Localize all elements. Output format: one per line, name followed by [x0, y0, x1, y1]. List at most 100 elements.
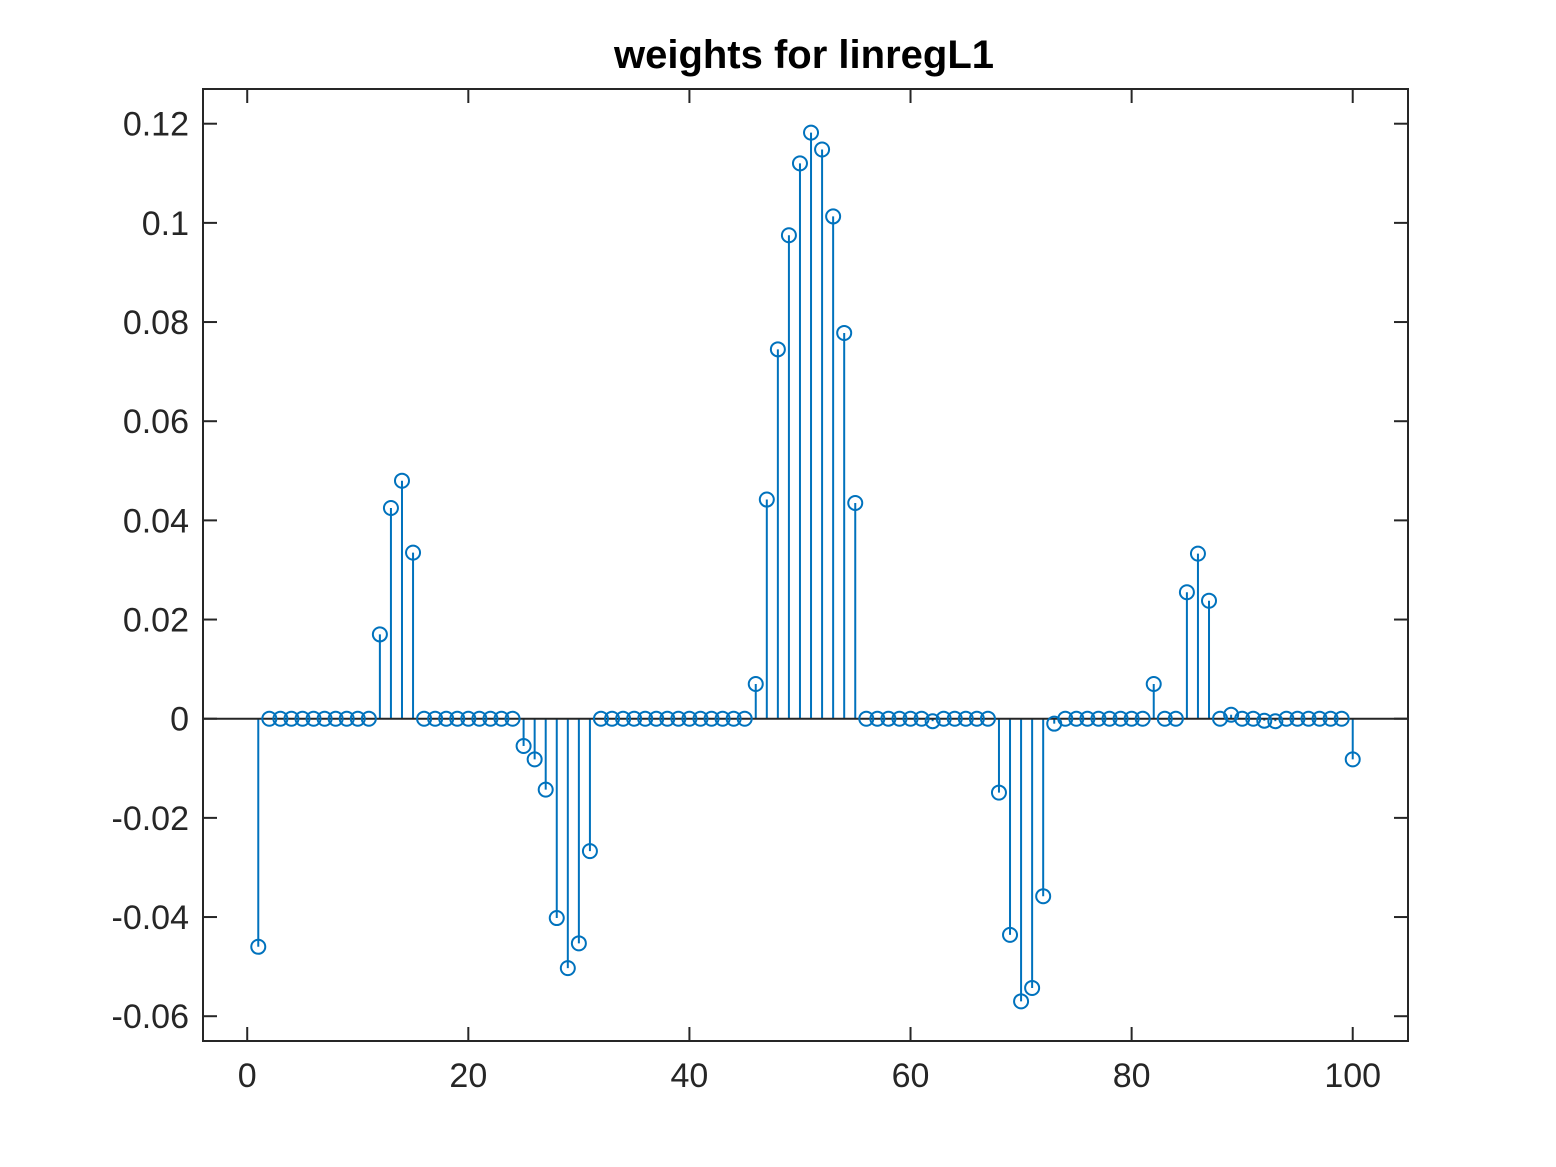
stem-marker — [1178, 584, 1195, 601]
stem-marker — [847, 495, 864, 512]
stem-marker — [924, 713, 941, 730]
stem-marker — [979, 710, 996, 727]
stem-marker — [1344, 751, 1361, 768]
stem-marker — [338, 710, 355, 727]
stem-marker — [1223, 706, 1240, 723]
plot-frame — [202, 88, 1409, 1042]
stem-marker — [858, 710, 875, 727]
stem-marker — [1201, 592, 1218, 609]
stem-marker — [736, 710, 753, 727]
y-tick-label: 0.06 — [123, 403, 189, 441]
stem-marker — [460, 710, 477, 727]
y-tick-label: 0.12 — [123, 106, 189, 144]
stem-marker — [1278, 710, 1295, 727]
y-axis: -0.06 -0.04 -0.02 0 0.02 0.04 0.06 0.08 0.1 0.12 — [112, 106, 1408, 1036]
stem-marker — [1002, 926, 1019, 943]
stem-marker — [1167, 710, 1184, 727]
stem-marker — [559, 960, 576, 977]
x-tick-label: 40 — [671, 1057, 709, 1095]
y-tick-label: 0.08 — [123, 304, 189, 342]
stem-marker — [825, 208, 842, 225]
stem-marker — [747, 676, 764, 692]
x-tick-label: 100 — [1324, 1057, 1381, 1095]
stem-marker — [1057, 710, 1074, 727]
stem-marker — [935, 710, 952, 727]
stem-marker — [1079, 710, 1096, 727]
stem-marker — [1311, 710, 1328, 727]
stem-marker — [438, 710, 455, 727]
y-tick-label: -0.04 — [112, 899, 190, 937]
stem-marker — [327, 710, 344, 727]
stem-marker — [1300, 710, 1317, 727]
stem-marker — [758, 491, 775, 508]
y-tick-label: 0 — [170, 701, 189, 739]
stem-marker — [681, 710, 698, 727]
stem-marker — [913, 710, 930, 727]
stem-marker — [482, 710, 499, 727]
stem-marker — [592, 710, 609, 727]
stem-marker — [725, 710, 742, 727]
stem-marker — [1189, 545, 1206, 562]
x-tick-label: 60 — [892, 1057, 930, 1095]
stem-marker — [393, 472, 410, 489]
y-tick-label: -0.02 — [112, 800, 190, 838]
stem-marker — [526, 751, 543, 768]
stem-marker — [957, 710, 974, 727]
stem-marker — [692, 710, 709, 727]
stem-marker — [427, 710, 444, 727]
stem-marker — [769, 341, 786, 358]
stem-marker — [968, 710, 985, 727]
y-tick-label: 0.1 — [142, 205, 189, 243]
x-tick-label: 20 — [449, 1057, 487, 1095]
stem-marker — [1212, 710, 1229, 727]
stem-marker — [537, 781, 554, 798]
stem-marker — [261, 710, 278, 727]
stem-marker — [405, 544, 422, 561]
stem-marker — [581, 843, 598, 860]
stem-marker — [1333, 710, 1350, 727]
stem-marker — [637, 710, 654, 727]
stem-marker — [1245, 710, 1262, 727]
stem-marker — [570, 935, 587, 952]
stem-marker — [449, 710, 466, 727]
stem-marker — [416, 710, 433, 727]
stem-marker — [626, 710, 643, 727]
stem-marker — [371, 626, 388, 643]
stem-marker — [1013, 993, 1030, 1010]
stem-marker — [382, 499, 399, 516]
stem-marker — [880, 710, 897, 727]
stem-marker — [1024, 979, 1041, 996]
stem-marker — [471, 710, 488, 727]
stem-marker — [891, 710, 908, 727]
stem-series — [257, 132, 1354, 1002]
stem-marker — [1156, 710, 1173, 727]
stem-marker — [836, 324, 853, 341]
stem-marker — [1267, 713, 1284, 730]
stem-marker — [250, 938, 267, 955]
marker-series — [250, 124, 1361, 1010]
stem-marker — [615, 710, 632, 727]
stem-marker — [1134, 710, 1151, 727]
stem-marker — [1256, 712, 1273, 729]
x-axis: 0 20 40 60 80 100 — [238, 89, 1381, 1095]
stem-marker — [670, 710, 687, 727]
stem-marker — [659, 710, 676, 727]
stem-marker — [703, 710, 720, 727]
stem-marker — [1068, 710, 1085, 727]
y-tick-label: 0.02 — [123, 602, 189, 640]
stem-marker — [1145, 676, 1162, 692]
x-tick-label: 0 — [238, 1057, 257, 1095]
stem-marker — [946, 710, 963, 727]
stem-marker — [1035, 888, 1052, 905]
stem-marker — [1123, 710, 1140, 727]
stem-marker — [493, 710, 510, 727]
stem-marker — [648, 710, 665, 727]
stem-marker — [294, 710, 311, 727]
stem-marker — [504, 710, 521, 727]
stem-marker — [902, 710, 919, 727]
stem-marker — [1289, 710, 1306, 727]
stem-marker — [349, 710, 366, 727]
stem-marker — [1090, 710, 1107, 727]
y-tick-label: -0.06 — [112, 998, 190, 1036]
stem-marker — [780, 227, 797, 244]
